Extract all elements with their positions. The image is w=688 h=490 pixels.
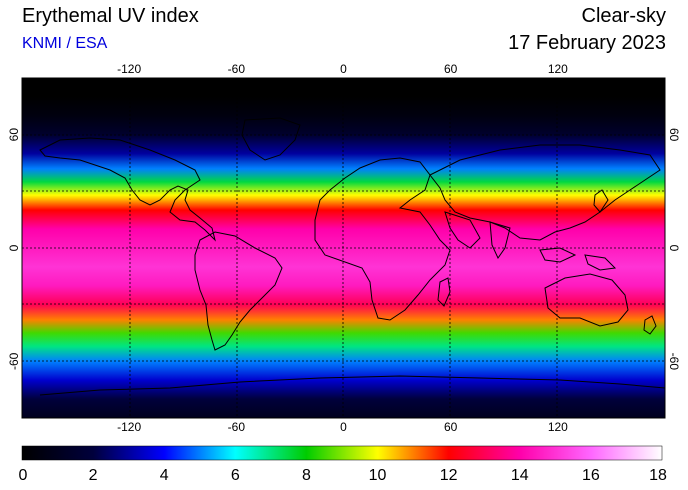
latitude-tick-label: 0 (7, 244, 21, 251)
date-label: 17 February 2023 (508, 32, 666, 54)
sky-condition-label: Clear-sky (581, 5, 666, 27)
coastlines (39, 117, 665, 396)
longitude-tick-label: -60 (228, 62, 246, 76)
longitude-tick-label: -120 (117, 62, 141, 76)
longitude-tick-label: 120 (548, 62, 568, 76)
longitude-tick-label: -120 (117, 420, 141, 434)
colorbar-tick-label: 16 (582, 467, 600, 484)
data-source-label: KNMI / ESA (22, 35, 108, 52)
colorbar-tick-label: 6 (231, 467, 240, 484)
latitude-tick-label: -60 (7, 352, 21, 370)
graticule (22, 78, 665, 418)
longitude-tick-label: 60 (444, 420, 458, 434)
colorbar-tick-labels: 0 2 4 6 8 10 12 14 16 18 (19, 467, 667, 484)
colorbar-tick-label: 8 (302, 467, 311, 484)
longitude-tick-label: 120 (548, 420, 568, 434)
longitude-tick-label: -60 (228, 420, 246, 434)
map-title: Erythemal UV index (22, 5, 199, 27)
colorbar-tick-label: 4 (160, 467, 169, 484)
colorbar-tick-label: 12 (440, 467, 458, 484)
longitude-tick-label: 0 (340, 420, 347, 434)
colorbar-tick-label: 2 (89, 467, 98, 484)
map-frame (21, 77, 666, 419)
latitude-tick-label: -60 (667, 353, 681, 371)
colorbar-tick-label: 0 (19, 467, 28, 484)
longitude-tick-label: 0 (340, 62, 347, 76)
uv-colorbar (21, 445, 663, 461)
longitude-tick-label: 60 (444, 62, 458, 76)
latitude-tick-label: 60 (667, 128, 681, 142)
axis-tick-labels: -120 -120 -60 -60 0 0 60 60 120 120 60 60 0 0 -60 -60 (7, 62, 681, 434)
colorbar-tick-label: 14 (511, 467, 529, 484)
colorbar-tick-label: 10 (369, 467, 387, 484)
latitude-tick-label: 0 (667, 245, 681, 252)
latitude-tick-label: 60 (7, 128, 21, 142)
colorbar-tick-label: 18 (649, 467, 667, 484)
